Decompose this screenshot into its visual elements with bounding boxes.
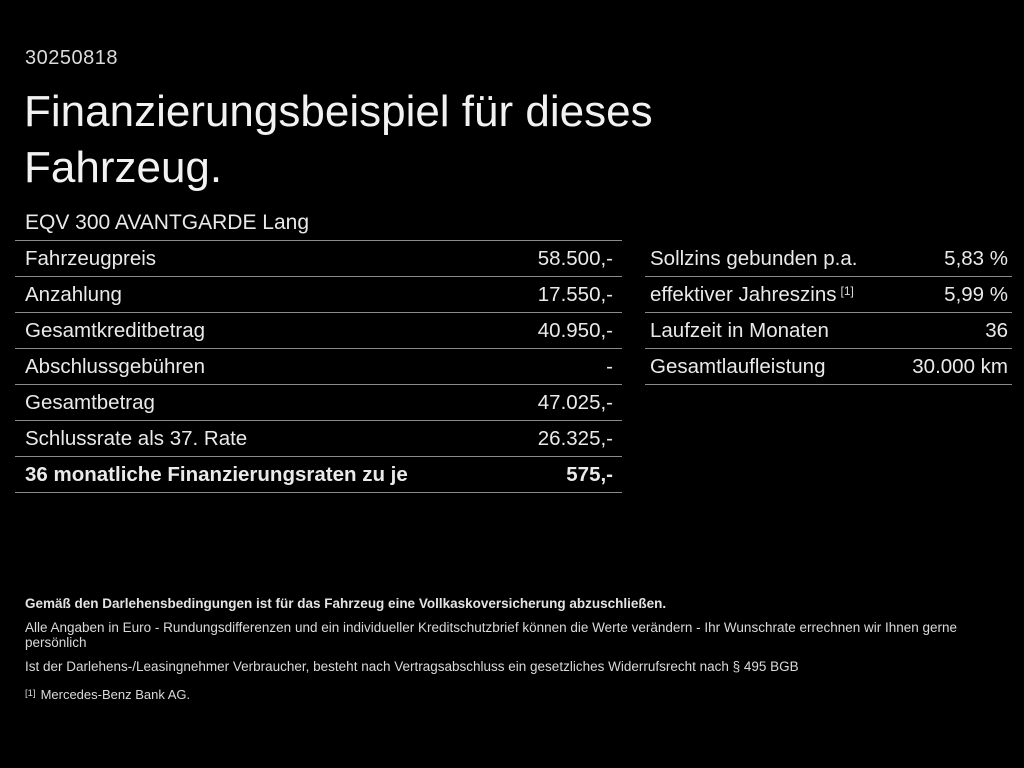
condition-label-text: Gesamtlaufleistung [650, 354, 826, 378]
condition-row-label: Laufzeit in Monaten [650, 319, 833, 343]
condition-row-value: 36 [985, 318, 1008, 342]
page-title: Finanzierungsbeispiel für dieses Fahrzeug… [24, 84, 653, 196]
condition-row-gesamtlaufleistung: Gesamtlaufleistung 30.000 km [645, 349, 1012, 385]
finance-row-value: 58.500,- [537, 246, 613, 270]
footnote-marker: [1] [25, 688, 36, 699]
condition-label-text: effektiver Jahreszins [650, 282, 837, 306]
footnote-ref: [1] [840, 283, 854, 298]
finance-row-value: 575,- [566, 462, 613, 486]
condition-row-value: 5,99 % [944, 282, 1008, 306]
disclaimer-line-2: Ist der Darlehens-/Leasingnehmer Verbrau… [25, 659, 799, 674]
finance-row-value: - [606, 354, 613, 378]
condition-row-sollzins: Sollzins gebunden p.a. 5,83 % [645, 241, 1012, 277]
insurance-note: Gemäß den Darlehensbedingungen ist für d… [25, 596, 667, 611]
disclaimer-section: Gemäß den Darlehensbedingungen ist für d… [25, 596, 1003, 702]
finance-row-label: Gesamtbetrag [25, 390, 155, 414]
footnote-text: Mercedes-Benz Bank AG. [40, 687, 191, 702]
condition-label-text: Laufzeit in Monaten [650, 318, 829, 342]
finance-row-label: 36 monatliche Finanzierungsraten zu je [25, 462, 408, 486]
condition-row-label: effektiver Jahreszins [1] [650, 283, 854, 307]
finance-row-gesamtkreditbetrag: Gesamtkreditbetrag 40.950,- [15, 312, 622, 348]
condition-label-text: Sollzins gebunden p.a. [650, 246, 858, 270]
page-title-line1: Finanzierungsbeispiel für dieses [24, 87, 653, 136]
finance-row-label: Anzahlung [25, 282, 122, 306]
document-number: 30250818 [25, 47, 118, 69]
finance-table: Fahrzeugpreis 58.500,- Anzahlung 17.550,… [15, 240, 622, 493]
finance-row-value: 47.025,- [537, 390, 613, 414]
disclaimer-line-1: Alle Angaben in Euro - Rundungsdifferenz… [25, 620, 958, 650]
condition-row-jahreszins: effektiver Jahreszins [1] 5,99 % [645, 277, 1012, 313]
finance-row-value: 26.325,- [537, 426, 613, 450]
condition-row-value: 5,83 % [944, 246, 1008, 270]
finance-row-label: Schlussrate als 37. Rate [25, 426, 248, 450]
vehicle-model: EQV 300 AVANTGARDE Lang [25, 211, 310, 234]
finance-row-abschlussgebuehren: Abschlussgebühren - [15, 348, 622, 384]
finance-row-monatsrate: 36 monatliche Finanzierungsraten zu je 5… [15, 456, 622, 492]
finance-row-label: Abschlussgebühren [25, 354, 206, 378]
condition-row-laufzeit: Laufzeit in Monaten 36 [645, 313, 1012, 349]
condition-row-value: 30.000 km [912, 354, 1008, 378]
finance-row-gesamtbetrag: Gesamtbetrag 47.025,- [15, 384, 622, 420]
finance-row-label: Fahrzeugpreis [25, 246, 157, 270]
footnote: [1] Mercedes-Benz Bank AG. [25, 687, 1003, 702]
finance-row-fahrzeugpreis: Fahrzeugpreis 58.500,- [15, 240, 622, 276]
finance-row-value: 40.950,- [537, 318, 613, 342]
condition-row-label: Sollzins gebunden p.a. [650, 247, 861, 271]
finance-row-schlussrate: Schlussrate als 37. Rate 26.325,- [15, 420, 622, 456]
finance-row-value: 17.550,- [537, 282, 613, 306]
finance-row-anzahlung: Anzahlung 17.550,- [15, 276, 622, 312]
finance-row-label: Gesamtkreditbetrag [25, 318, 206, 342]
page-title-line2: Fahrzeug. [24, 143, 223, 192]
condition-row-label: Gesamtlaufleistung [650, 355, 829, 379]
conditions-table: Sollzins gebunden p.a. 5,83 % effektiver… [645, 241, 1012, 385]
